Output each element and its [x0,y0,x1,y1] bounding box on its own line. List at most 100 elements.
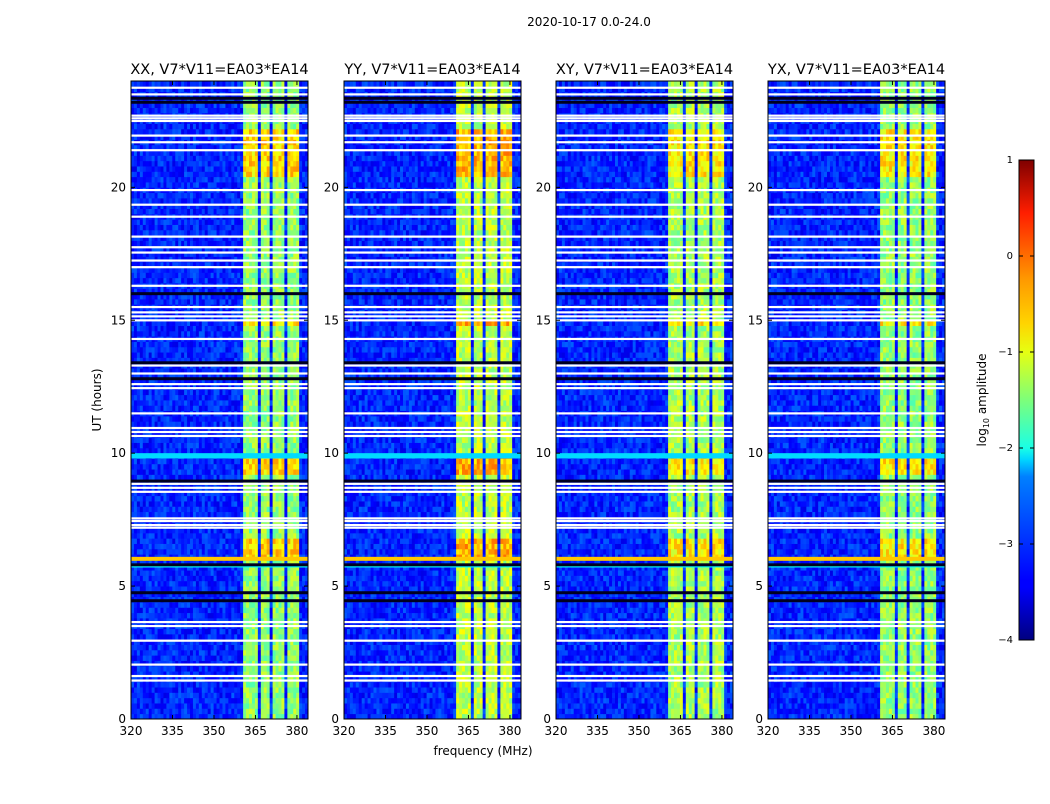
heatmap-cell [213,325,217,332]
heatmap-cell [169,671,173,677]
heatmap-cell [305,687,309,693]
heatmap-cell [157,405,161,412]
heatmap-cell [299,564,303,571]
heatmap-cell [290,564,294,571]
heatmap-cell [290,431,294,438]
heatmap-cell [166,463,170,470]
heatmap-cell [231,463,235,470]
heatmap-cell [184,538,188,544]
heatmap-cell [133,713,138,720]
heatmap-cell [175,320,179,326]
heatmap-cell [178,469,182,475]
heatmap-cell [213,463,217,470]
heatmap-cell [160,272,164,279]
heatmap-cell [293,591,297,598]
heatmap-cell [198,644,203,651]
heatmap-cell [216,713,220,720]
heatmap-cell [251,373,256,380]
heatmap-cell [299,591,303,598]
heatmap-cell [254,373,259,380]
heatmap-cell [139,346,144,353]
heatmap-cell [178,405,182,412]
heatmap-cell [145,697,150,704]
heatmap-cell [260,495,265,502]
heatmap-cell [260,501,265,507]
heatmap-cell [260,298,265,305]
heatmap-cell [210,692,214,699]
heatmap-cell [148,415,153,422]
heatmap-cell [216,586,220,592]
heatmap-cell [228,665,232,672]
heatmap-cell [139,532,144,539]
heatmap-cell [148,543,153,550]
heatmap-cell [166,346,170,353]
heatmap-cell [192,314,197,321]
heatmap-cell [157,330,161,337]
heatmap-cell [266,607,271,614]
heatmap-cell [204,612,209,619]
heatmap-cell [219,298,223,305]
heatmap-cell [263,532,268,539]
heatmap-cell [169,357,173,364]
heatmap-cell [172,346,176,353]
heatmap-cell [257,288,262,295]
heatmap-cell [163,463,167,470]
heatmap-cell [172,708,176,715]
heatmap-cell [222,277,226,284]
heatmap-cell [240,676,244,683]
heatmap-cell [131,687,135,693]
heatmap-cell [278,516,282,523]
heatmap-cell [198,612,203,619]
heatmap-cell [272,288,276,295]
heatmap-cell [210,368,214,374]
heatmap-cell [287,495,291,502]
heatmap-cell [169,570,173,576]
heatmap-cell [210,580,214,587]
heatmap-cell [249,511,253,518]
heatmap-cell [181,671,185,677]
heatmap-cell [287,378,291,385]
heatmap-cell [157,649,161,656]
heatmap-cell [231,346,235,353]
heatmap-cell [305,442,309,449]
heatmap-cell [299,346,303,353]
heatmap-cell [131,516,135,523]
heatmap-cell [296,548,300,555]
heatmap-cell [240,277,244,284]
heatmap-cell [216,692,220,699]
heatmap-cell [178,681,182,688]
heatmap-cell [234,580,238,587]
heatmap-cell [240,474,244,481]
heatmap-cell [213,277,217,284]
heatmap-cell [172,495,176,502]
heatmap-cell [195,543,200,550]
heatmap-cell [154,330,158,337]
heatmap-cell [204,538,209,544]
heatmap-cell [204,442,209,449]
heatmap-cell [269,564,273,571]
heatmap-cell [207,692,212,699]
heatmap-cell [287,277,291,284]
heatmap-cell [254,516,259,523]
heatmap-cell [281,644,285,651]
heatmap-cell [216,400,220,406]
heatmap-cell [269,607,273,614]
heatmap-cell [299,671,303,677]
heatmap-cell [231,527,235,534]
heatmap-cell [231,660,235,667]
heatmap-cell [201,681,206,688]
heatmap-cell [201,501,206,507]
heatmap-cell [148,352,153,358]
heatmap-cell [225,437,229,443]
heatmap-cell [178,320,182,326]
heatmap-cell [169,617,173,624]
heatmap-cell [172,405,176,412]
heatmap-cell [305,426,309,433]
heatmap-cell [190,474,194,481]
heatmap-cell [154,628,158,635]
heatmap-cell [131,644,135,651]
heatmap-cell [246,458,250,465]
heatmap-cell [166,384,170,390]
heatmap-cell [228,575,232,582]
heatmap-cell [260,320,265,326]
